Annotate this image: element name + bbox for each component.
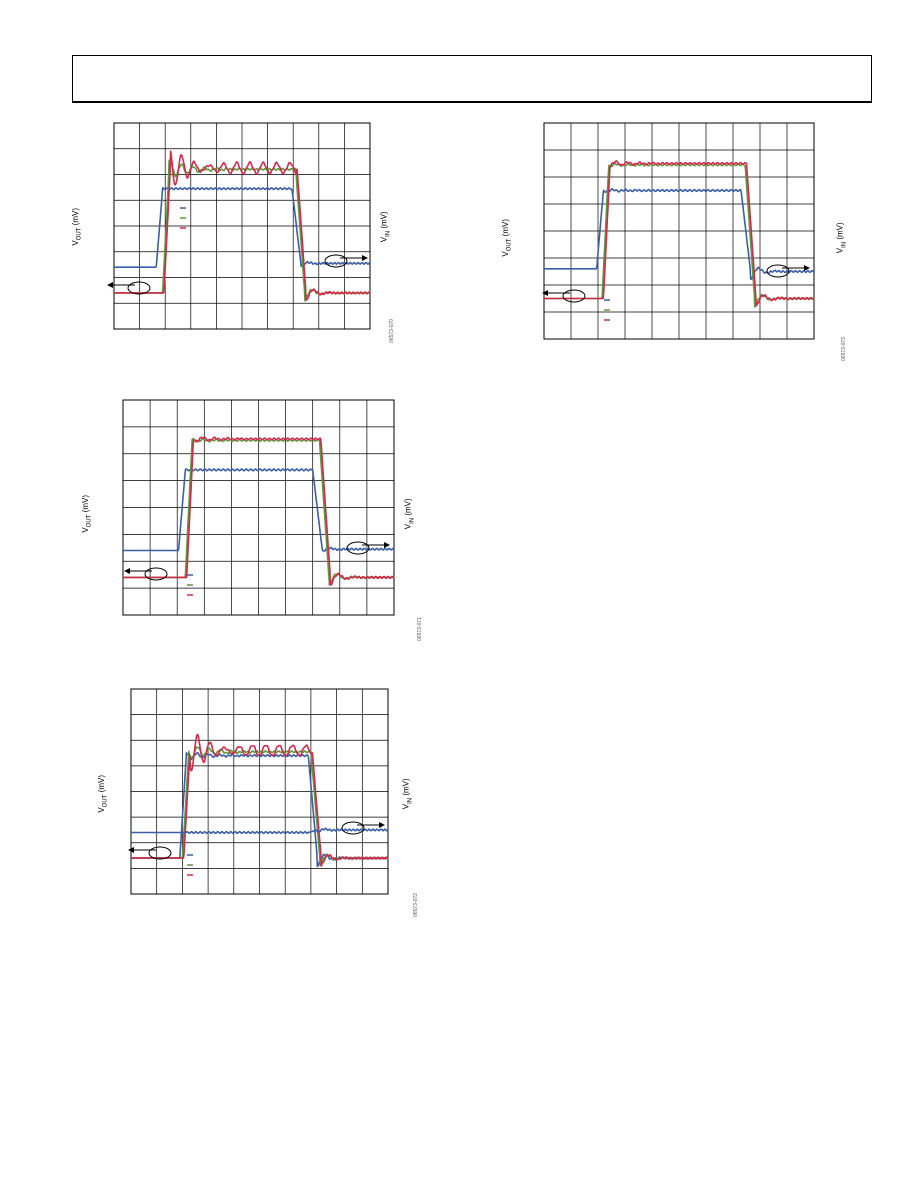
plot4-left-axis-label: VOUT (mV) <box>500 219 513 257</box>
plot3-figure-id: 06573-072 <box>412 893 419 917</box>
series-line-blue-3 <box>130 827 389 835</box>
plot3-left-axis-label: VOUT (mV) <box>96 775 109 813</box>
right-axis-pointer-head <box>804 265 810 271</box>
page-header-box <box>72 55 872 103</box>
series-line-blue-0 <box>122 468 395 552</box>
plot2-figure-id: 06573-071 <box>416 617 423 641</box>
plot1-figure-id: 06573-070 <box>388 319 395 343</box>
plot4-figure-id: 06573-073 <box>840 337 847 361</box>
left-axis-pointer-head <box>124 568 130 574</box>
plot2-right-axis-label: VIN (mV) <box>403 498 416 530</box>
left-axis-pointer-head <box>128 847 134 853</box>
right-axis-pointer-ellipse <box>324 254 348 268</box>
plot3-right-axis-label: VIN (mV) <box>401 778 414 810</box>
right-axis-pointer-head <box>384 542 390 548</box>
right-axis-pointer-head <box>362 255 368 261</box>
left-axis-pointer-ellipse <box>144 567 168 581</box>
left-axis-pointer-ellipse <box>562 289 586 303</box>
right-axis-pointer-head <box>379 822 385 828</box>
left-axis-pointer-ellipse <box>148 846 172 860</box>
right-axis-pointer-ellipse <box>341 821 365 835</box>
left-axis-pointer-head <box>542 290 548 296</box>
left-axis-pointer-ellipse <box>127 281 151 295</box>
series-line-red-2 <box>113 150 371 301</box>
series-line-blue-0 <box>543 188 815 280</box>
plot2-left-axis-label: VOUT (mV) <box>80 495 93 533</box>
right-axis-pointer-ellipse <box>346 541 370 555</box>
right-axis-pointer-ellipse <box>766 264 790 278</box>
plot4-right-axis-label: VIN (mV) <box>835 222 848 254</box>
left-axis-pointer-head <box>107 282 113 288</box>
series-line-red-2 <box>122 436 395 586</box>
series-line-red-2 <box>543 160 815 307</box>
series-line-blue-0 <box>113 187 371 268</box>
plot1-right-axis-label: VIN (mV) <box>379 211 392 243</box>
series-line-red-2 <box>130 733 389 867</box>
plot1-left-axis-label: VOUT (mV) <box>70 208 83 246</box>
